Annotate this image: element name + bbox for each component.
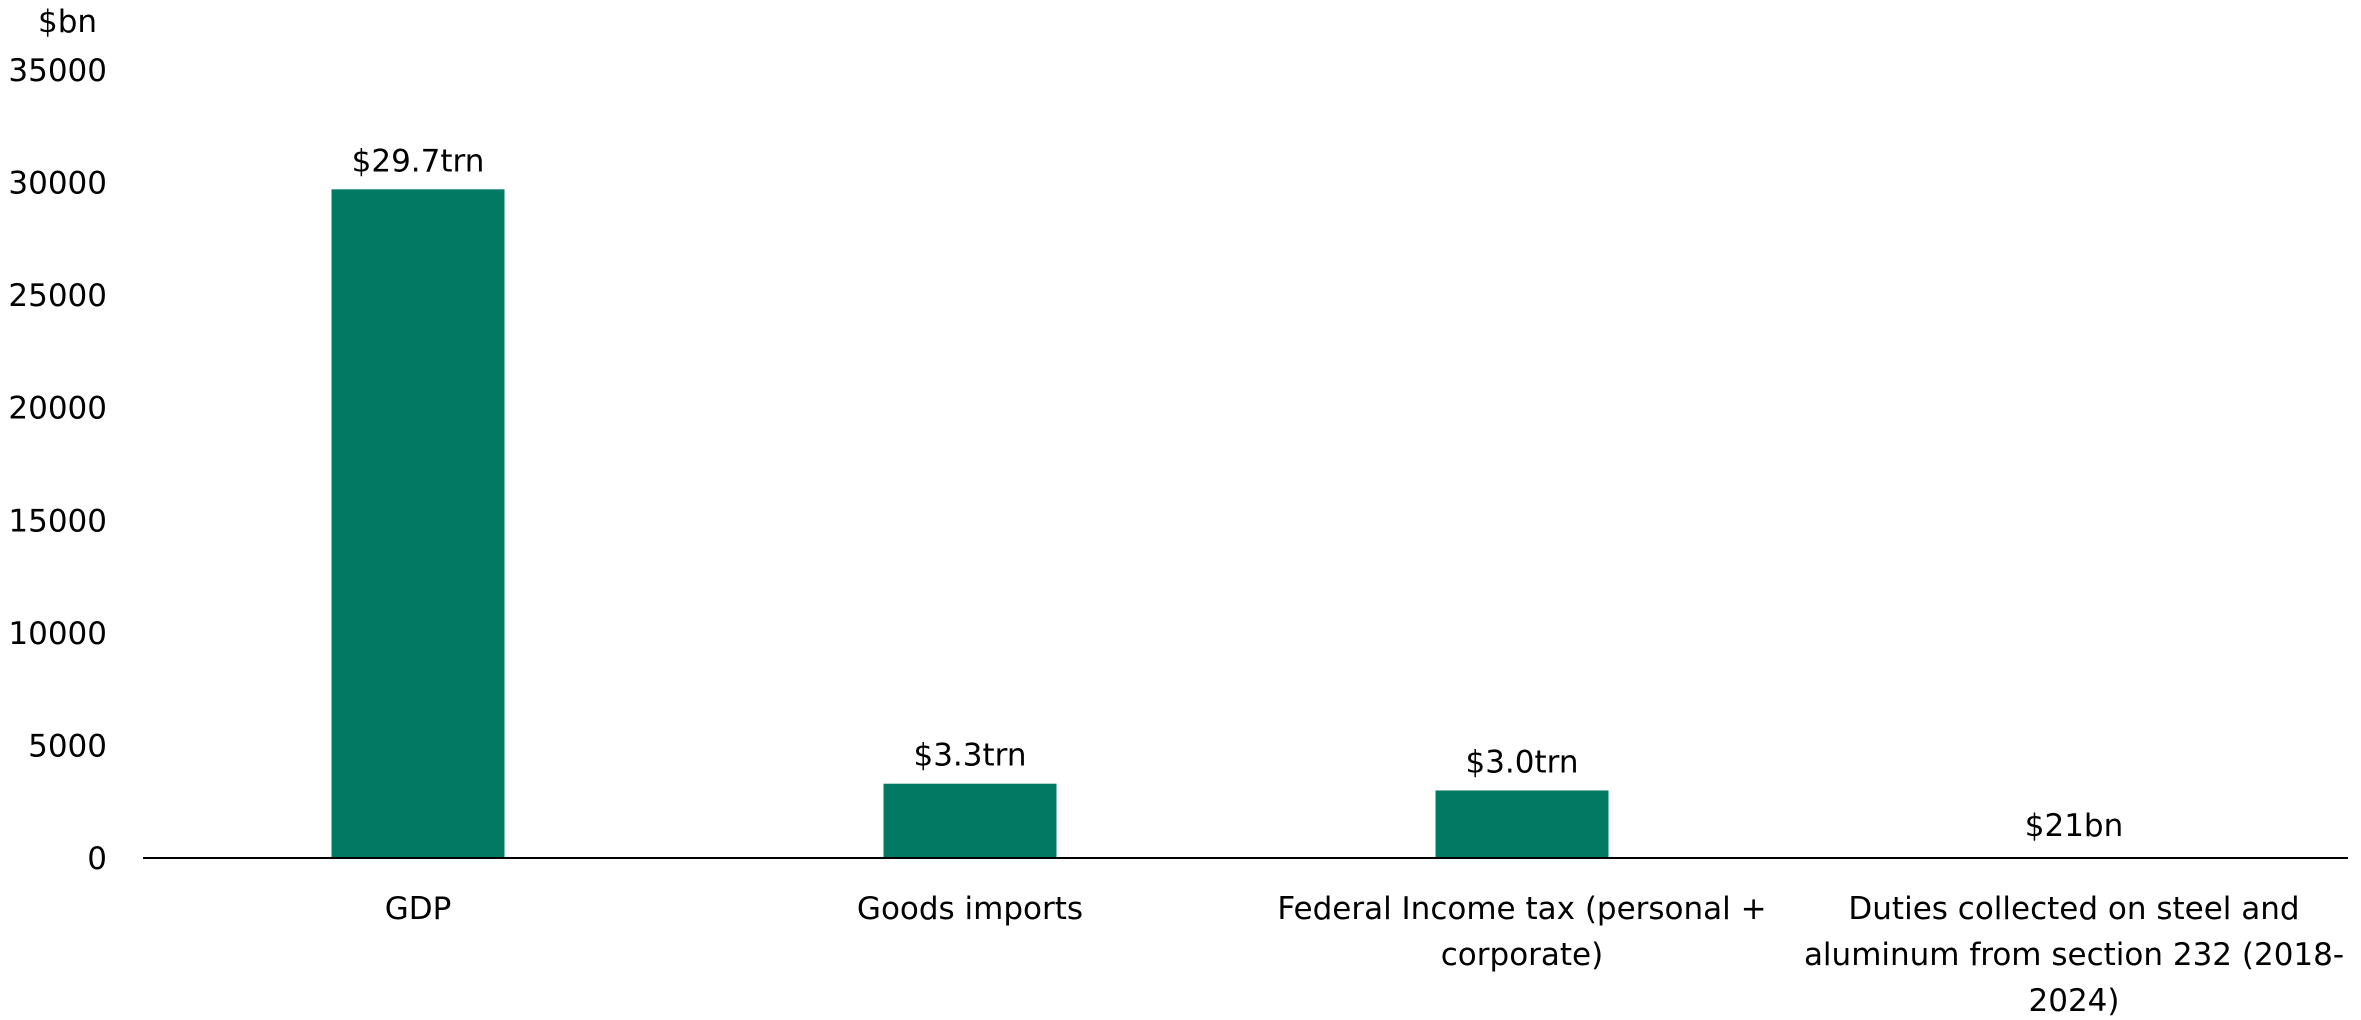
bar-value-label: $3.3trn (913, 738, 1026, 774)
category-label-line: Goods imports (857, 891, 1083, 927)
category-label-line: Federal Income tax (personal + (1277, 891, 1766, 927)
category-label-line: aluminum from section 232 (2018- (1804, 937, 2344, 973)
bar (1435, 790, 1609, 858)
bar (883, 783, 1057, 858)
data-labels: $29.7trn $3.3trn $3.0trn $21bn (352, 143, 2124, 844)
y-tick-label: 35000 (8, 53, 107, 89)
bar-value-label: $21bn (2025, 808, 2124, 844)
category-label-line: 2024) (2029, 983, 2120, 1019)
y-tick-label: 0 (87, 841, 107, 877)
bar (331, 189, 505, 859)
y-axis-ticks: 0 5000 10000 15000 20000 25000 30000 35000 (8, 53, 107, 877)
category-label: Federal Income tax (personal + corporate) (1277, 891, 1766, 973)
bars (331, 189, 2161, 859)
bar-value-label: $29.7trn (352, 143, 485, 179)
y-tick-label: 15000 (8, 503, 107, 539)
y-tick-label: 30000 (8, 166, 107, 202)
category-label-line: corporate) (1441, 937, 1603, 973)
category-label: Duties collected on steel and aluminum fr… (1804, 891, 2344, 1019)
bar-value-label: $3.0trn (1465, 744, 1578, 780)
category-label-line: Duties collected on steel and (1848, 891, 2299, 927)
category-label: GDP (385, 891, 452, 927)
category-label: Goods imports (857, 891, 1083, 927)
y-tick-label: 10000 (8, 616, 107, 652)
category-labels: GDP Goods imports Federal Income tax (pers… (385, 891, 2344, 1019)
y-tick-label: 20000 (8, 391, 107, 427)
category-label-line: GDP (385, 891, 452, 927)
y-tick-label: 25000 (8, 278, 107, 314)
y-tick-label: 5000 (28, 728, 107, 764)
y-axis-unit-label: $bn (38, 4, 97, 40)
